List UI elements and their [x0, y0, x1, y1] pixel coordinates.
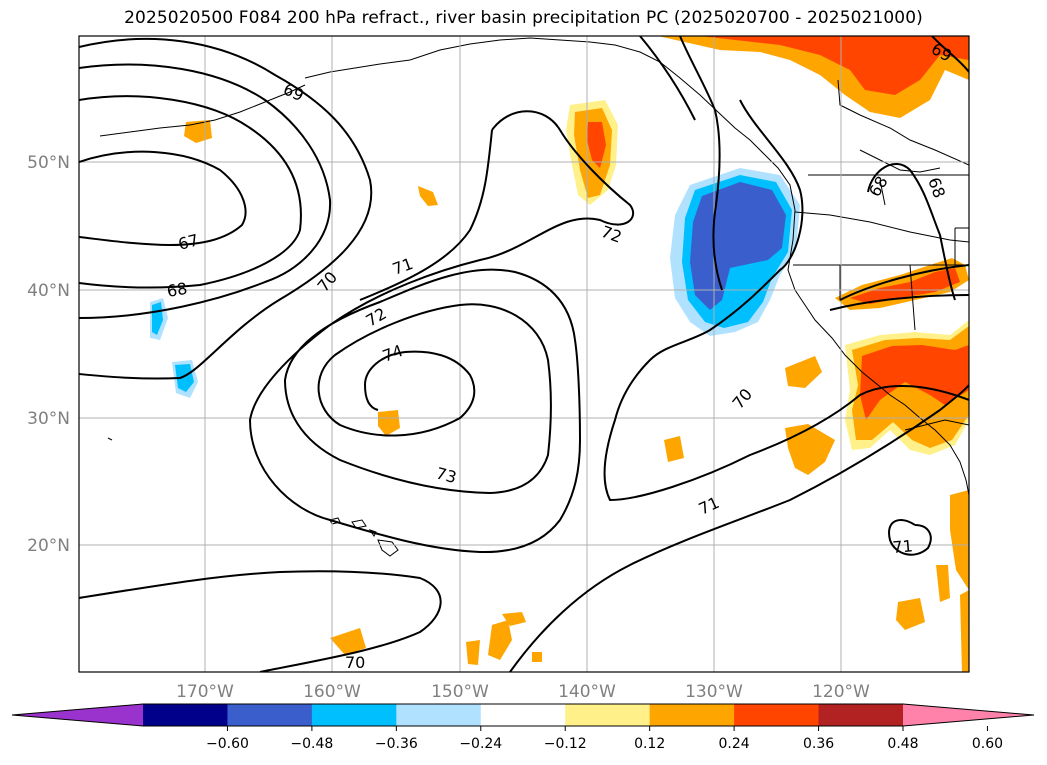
lon-label: 140°W: [558, 682, 616, 702]
colorbar-tick-label: 0.36: [803, 736, 834, 752]
contour-label: 67: [176, 230, 201, 254]
contour-label: 71: [892, 536, 914, 557]
colorbar-tick-label: 0.24: [719, 736, 750, 752]
colorbar-swatch: [649, 704, 735, 726]
contour-label: 70: [345, 653, 365, 672]
lat-label: 50°N: [27, 153, 70, 173]
longitude-labels: 170°W 160°W 150°W 140°W 130°W 120°W: [176, 682, 870, 702]
contour-label: 68: [165, 279, 188, 301]
map-frame: [78, 35, 970, 673]
map-title: 2025020500 F084 200 hPa refract., river …: [124, 8, 923, 28]
contour-label: 73: [434, 464, 459, 488]
colorbar-swatch: [734, 704, 820, 726]
lat-label: 30°N: [27, 409, 70, 429]
colorbar-tick-label: −0.36: [375, 736, 418, 752]
colorbar-swatch: [311, 704, 397, 726]
colorbar-swatch: [227, 704, 313, 726]
colorbar-tick-label: 0.12: [634, 736, 665, 752]
colorbar-tick-label: −0.48: [290, 736, 333, 752]
colorbar-swatch: [480, 704, 566, 726]
lon-label: 120°W: [812, 682, 870, 702]
colorbar-swatch: [818, 704, 904, 726]
colorbar-tick-label: −0.60: [206, 736, 249, 752]
latitude-labels: 50°N 40°N 30°N 20°N: [27, 153, 70, 556]
colorbar-extend-min: [12, 704, 143, 726]
lon-label: 160°W: [303, 682, 361, 702]
colorbar-tick-label: 0.48: [887, 736, 918, 752]
lon-label: 150°W: [431, 682, 489, 702]
lat-label: 20°N: [27, 536, 70, 556]
colorbar-tick-label: −0.24: [459, 736, 502, 752]
colorbar-tick-label: 0.60: [972, 736, 1003, 752]
colorbar-swatch: [565, 704, 651, 726]
map-plot-area: [79, 36, 969, 672]
colorbar-swatch: [143, 704, 228, 726]
colorbar-swatch: [396, 704, 482, 726]
colorbar: −0.60 −0.48 −0.36 −0.24 −0.12 0.12 0.24 0.36 0.4…: [11, 703, 1035, 752]
lat-label: 40°N: [27, 281, 70, 301]
colorbar-extend-max: [903, 704, 1034, 726]
colorbar-outline: [11, 703, 1035, 727]
gridlines: [79, 36, 969, 672]
colorbar-tick-label: −0.12: [544, 736, 587, 752]
lon-label: 130°W: [685, 682, 743, 702]
lon-label: 170°W: [176, 682, 234, 702]
refractivity-contours: [79, 36, 969, 672]
